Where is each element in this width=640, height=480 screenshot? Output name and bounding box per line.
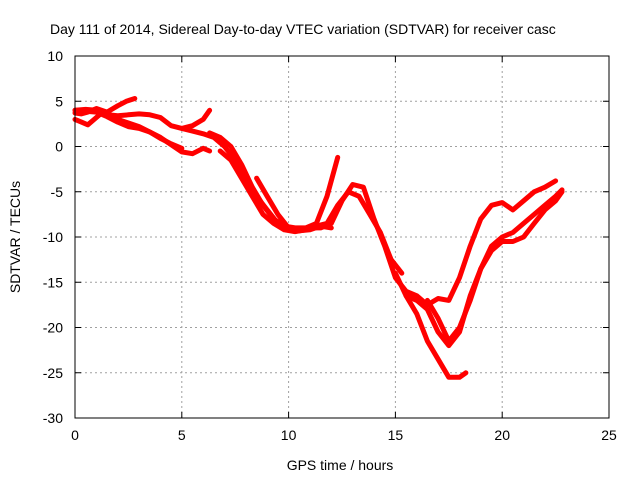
y-tick-label: -10 bbox=[43, 229, 63, 245]
tick-labels: 0 5 10 15 20 25 10 5 0 -5 -10 -15 -20 -25 -30 bbox=[43, 48, 617, 443]
x-tick-label: 10 bbox=[281, 427, 297, 443]
y-tick-label: 5 bbox=[55, 93, 63, 109]
tick-marks bbox=[74, 55, 610, 419]
chart-title: Day 111 of 2014, Sidereal Day-to-day VTE… bbox=[50, 21, 556, 37]
series-group bbox=[72, 96, 565, 380]
y-tick-label: -20 bbox=[43, 320, 63, 336]
y-tick-label: 0 bbox=[55, 139, 63, 155]
y-tick-label: -30 bbox=[43, 410, 63, 426]
y-axis-title: SDTVAR / TECUs bbox=[7, 181, 23, 293]
y-tick-label: -25 bbox=[43, 365, 63, 381]
x-tick-label: 0 bbox=[71, 427, 79, 443]
series-line-2 bbox=[72, 107, 213, 131]
y-tick-label: -5 bbox=[51, 184, 64, 200]
grid-lines bbox=[75, 56, 609, 418]
y-tick-label: 10 bbox=[47, 48, 63, 64]
x-tick-label: 15 bbox=[388, 427, 404, 443]
x-tick-label: 20 bbox=[494, 427, 510, 443]
series-line-11 bbox=[403, 293, 469, 380]
y-tick-label: -15 bbox=[43, 274, 63, 290]
series-line-4 bbox=[72, 107, 185, 151]
x-axis-title: GPS time / hours bbox=[287, 457, 394, 473]
series-line-9 bbox=[307, 178, 559, 308]
series-line-7 bbox=[217, 148, 405, 276]
series-line-12 bbox=[424, 187, 565, 344]
series-line-6 bbox=[207, 130, 341, 231]
x-tick-label: 25 bbox=[601, 427, 617, 443]
x-tick-label: 5 bbox=[178, 427, 186, 443]
